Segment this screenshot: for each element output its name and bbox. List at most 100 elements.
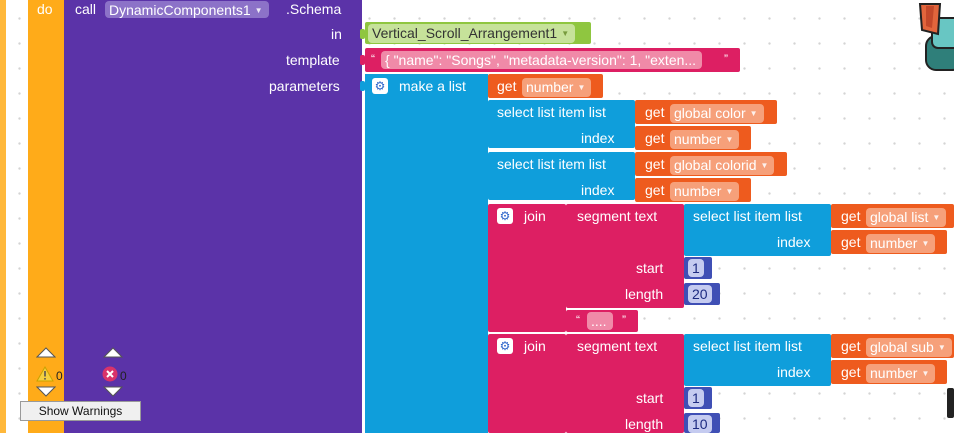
template-label: template <box>286 52 340 68</box>
error-down-arrow-icon[interactable] <box>103 386 123 397</box>
join-label: join <box>524 338 546 354</box>
socket-parameters <box>360 81 365 91</box>
select-list-item-label: select list item list <box>693 338 802 354</box>
chevron-down-icon: ▼ <box>561 29 570 39</box>
template-text-field[interactable]: { "name": "Songs", "metadata-version": 1… <box>381 51 703 69</box>
get-label: get <box>497 78 517 94</box>
chevron-down-icon: ▼ <box>937 343 946 353</box>
select-list-item-label: select list item list <box>693 208 802 224</box>
variable-name: number <box>526 79 574 95</box>
segment-text-label: segment text <box>577 208 658 224</box>
chevron-down-icon: ▼ <box>725 135 734 145</box>
select-list-item-block-4[interactable] <box>684 334 831 386</box>
variable-dropdown[interactable]: number ▼ <box>522 78 592 98</box>
mutator-gear-icon[interactable]: ⚙ <box>372 78 388 94</box>
backpack-icon[interactable] <box>912 0 954 72</box>
make-a-list-label: make a list <box>399 78 466 94</box>
chevron-down-icon: ▼ <box>254 6 263 16</box>
event-block-do[interactable] <box>28 0 64 433</box>
ellipsis-text-field[interactable]: .... <box>587 312 613 330</box>
get-label: get <box>841 234 861 250</box>
show-warnings-button[interactable]: Show Warnings <box>20 401 141 421</box>
chevron-down-icon: ▼ <box>921 239 930 249</box>
variable-dropdown[interactable]: number ▼ <box>670 182 740 202</box>
quote-close: ” <box>622 313 626 327</box>
trash-icon[interactable] <box>947 388 954 418</box>
segment-block-1[interactable] <box>566 204 684 308</box>
variable-dropdown[interactable]: global color ▼ <box>670 104 764 124</box>
in-label: in <box>331 26 342 42</box>
select-list-item-label: select list item list <box>497 156 606 172</box>
number-value: 10 <box>692 416 708 432</box>
ellipsis-text: .... <box>591 313 607 329</box>
length-label: length <box>625 416 664 432</box>
number-value: 1 <box>692 260 700 276</box>
segment-block-2[interactable] <box>566 334 684 433</box>
socket-in <box>360 29 365 39</box>
number-field[interactable]: 20 <box>688 285 712 303</box>
warning-up-arrow-icon[interactable] <box>36 347 56 358</box>
number-field[interactable]: 1 <box>688 259 704 277</box>
quote-open: “ <box>576 313 580 327</box>
number-field[interactable]: 10 <box>688 415 712 433</box>
variable-dropdown[interactable]: number ▼ <box>670 130 740 150</box>
get-label: get <box>645 182 665 198</box>
chevron-down-icon: ▼ <box>749 109 758 119</box>
call-schema-block[interactable] <box>64 0 362 433</box>
join-label: join <box>524 208 546 224</box>
index-label: index <box>581 182 615 198</box>
event-block-left-edge <box>0 0 6 433</box>
quote-open: “ <box>371 52 375 66</box>
index-label: index <box>581 130 615 146</box>
make-a-list-block[interactable] <box>365 74 488 433</box>
variable-dropdown[interactable]: number ▼ <box>866 234 936 254</box>
number-field[interactable]: 1 <box>688 389 704 407</box>
select-list-item-block-3[interactable] <box>684 204 831 256</box>
select-list-item-block-1[interactable] <box>488 100 635 148</box>
error-count: 0 <box>120 369 127 383</box>
variable-name: global sub <box>870 339 934 355</box>
mutator-gear-icon[interactable]: ⚙ <box>497 208 513 224</box>
variable-dropdown[interactable]: number ▼ <box>866 364 936 384</box>
get-label: get <box>645 104 665 120</box>
chevron-down-icon: ▼ <box>760 161 769 171</box>
variable-name: global list <box>870 209 929 225</box>
warning-count: 0 <box>56 369 63 383</box>
select-list-item-block-2[interactable] <box>488 152 635 200</box>
variable-dropdown[interactable]: global list ▼ <box>866 208 947 228</box>
arrangement-dropdown[interactable]: Vertical_Scroll_Arrangement1 ▼ <box>368 24 576 44</box>
error-x-icon <box>102 366 118 382</box>
call-label: call <box>75 1 97 17</box>
chevron-down-icon: ▼ <box>725 187 734 197</box>
get-label: get <box>841 208 861 224</box>
arrangement-name: Vertical_Scroll_Arrangement1 <box>372 25 558 41</box>
error-up-arrow-icon[interactable] <box>103 347 123 358</box>
get-label: get <box>645 130 665 146</box>
warning-triangle-icon <box>36 366 54 382</box>
join-block-1[interactable] <box>488 204 566 332</box>
start-label: start <box>636 260 664 276</box>
do-label: do <box>37 1 53 17</box>
variable-dropdown[interactable]: global colorid ▼ <box>670 156 775 176</box>
component-dropdown[interactable]: DynamicComponents1 ▼ <box>105 1 269 18</box>
index-label: index <box>777 364 811 380</box>
segment-text-label: segment text <box>577 338 658 354</box>
template-text: { "name": "Songs", "metadata-version": 1… <box>385 52 697 68</box>
warning-down-arrow-icon[interactable] <box>36 386 56 397</box>
chevron-down-icon: ▼ <box>577 83 586 93</box>
mutator-gear-icon[interactable]: ⚙ <box>497 338 513 354</box>
variable-name: global colorid <box>674 157 757 173</box>
number-value: 20 <box>692 286 708 302</box>
index-label: index <box>777 234 811 250</box>
variable-dropdown[interactable]: global sub ▼ <box>866 338 952 358</box>
get-label: get <box>645 156 665 172</box>
parameters-label: parameters <box>269 78 340 94</box>
component-name: DynamicComponents1 <box>109 2 251 18</box>
start-label: start <box>636 390 664 406</box>
variable-name: global color <box>674 105 746 121</box>
chevron-down-icon: ▼ <box>921 369 930 379</box>
socket-template <box>360 55 365 65</box>
variable-name: number <box>870 365 918 381</box>
select-list-item-label: select list item list <box>497 104 606 120</box>
chevron-down-icon: ▼ <box>932 213 941 223</box>
